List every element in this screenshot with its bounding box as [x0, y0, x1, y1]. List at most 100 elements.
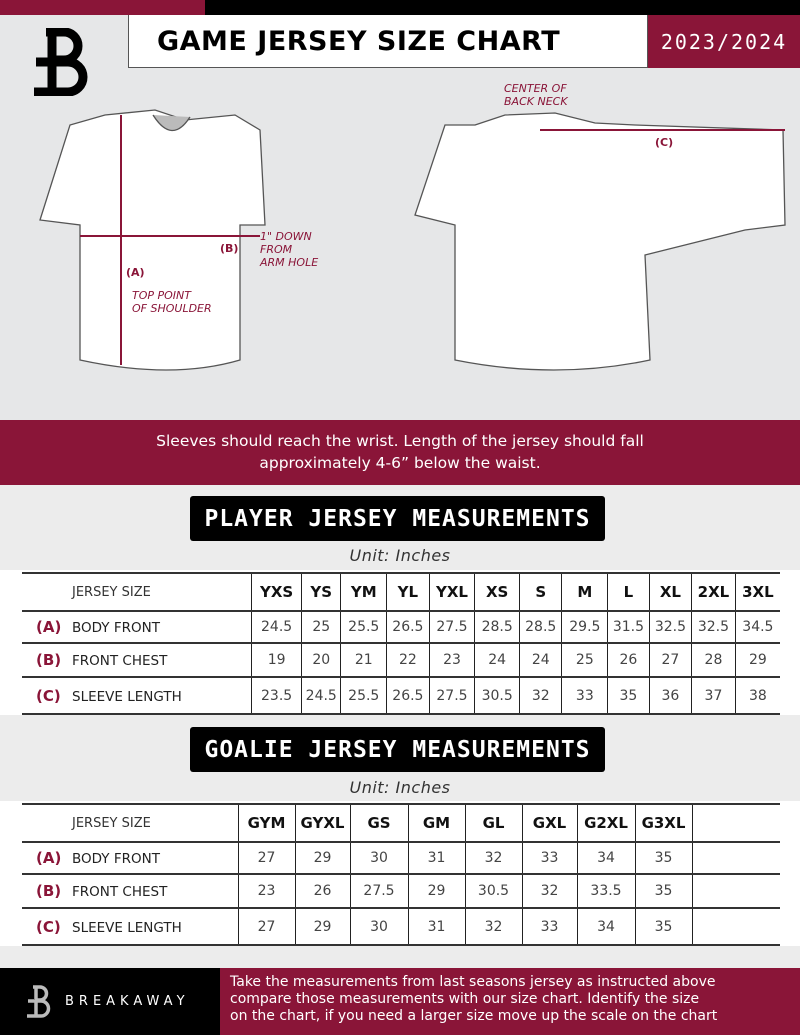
center-back-neck-label: CENTER OF BACK NECK — [504, 82, 568, 108]
size-header: GYM — [237, 804, 295, 842]
label-line: 1" DOWN — [260, 230, 312, 243]
measurement-value: 30.5 — [464, 874, 522, 908]
size-header: GM — [407, 804, 465, 842]
measurement-value: 30 — [349, 908, 408, 945]
measurement-letter: (B) — [36, 651, 62, 669]
top-accent-bar — [0, 0, 205, 15]
top-black-bar — [205, 0, 800, 15]
measurement-value: 29.5 — [561, 611, 608, 643]
measurement-value: 23.5 — [251, 677, 302, 714]
measurement-value: 38 — [734, 677, 780, 714]
measurement-value: 28 — [691, 643, 736, 677]
measurement-value: 23 — [237, 874, 295, 908]
measurement-letter: (A) — [36, 849, 62, 867]
measurement-name: SLEEVE LENGTH — [72, 688, 182, 705]
measurement-letter: (C) — [36, 917, 61, 936]
size-header: GXL — [521, 804, 577, 842]
header-row: JERSEY SIZE GYM GYXL GS GM GL GXL G2XL G3XL — [22, 804, 780, 842]
size-header: YS — [301, 573, 341, 611]
instruction-line: approximately 4-6” below the waist. — [259, 454, 541, 472]
footer-brand: BREAKAWAY — [0, 968, 220, 1035]
brand-logo-icon — [27, 984, 51, 1018]
table-row: (A) BODY FRONT 24.5 25 25.5 26.5 27.5 28.5 28.5 2… — [22, 611, 780, 643]
size-header: L — [607, 573, 650, 611]
measurement-value: 31 — [407, 908, 465, 945]
measurement-value: 20 — [301, 643, 341, 677]
size-header: G2XL — [576, 804, 635, 842]
jersey-diagram — [39, 109, 786, 371]
measurement-value: 24.5 — [251, 611, 302, 643]
measurement-value: 24 — [474, 643, 520, 677]
measurement-value: 33.5 — [576, 874, 635, 908]
footer-line: Take the measurements from last seasons … — [230, 974, 716, 990]
measurement-value: 27.5 — [349, 874, 408, 908]
measurement-name: BODY FRONT — [72, 851, 160, 867]
size-header: 2XL — [691, 573, 736, 611]
measurement-value: 25 — [301, 611, 341, 643]
size-header: 3XL — [734, 573, 780, 611]
table-row: (B) FRONT CHEST 19 20 21 22 23 24 24 25 26 27 28 29 — [22, 643, 780, 677]
measurement-value: 31 — [407, 842, 465, 874]
measurement-value: 25.5 — [340, 611, 387, 643]
header-row: JERSEY SIZE YXS YS YM YL YXL XS S M L XL 2XL 3XL — [22, 573, 780, 611]
measurement-value: 25.5 — [340, 677, 387, 714]
measurement-name: SLEEVE LENGTH — [72, 919, 182, 936]
measurement-value: 33 — [561, 677, 608, 714]
measurement-name: FRONT CHEST — [72, 884, 168, 900]
measurement-label: (C) SLEEVE LENGTH — [22, 677, 252, 714]
measurement-value: 29 — [294, 908, 350, 945]
size-header: S — [518, 573, 562, 611]
shoulder-label: TOP POINT OF SHOULDER — [132, 289, 212, 315]
footer-line: on the chart, if you need a larger size … — [230, 1008, 718, 1024]
goalie-size-table: JERSEY SIZE GYM GYXL GS GM GL GXL G2XL G3XL (A) BO… — [22, 803, 780, 946]
measurement-value: 29 — [407, 874, 465, 908]
size-header: YL — [386, 573, 430, 611]
measurement-name: BODY FRONT — [72, 620, 160, 636]
measurement-value: 32 — [464, 842, 522, 874]
measurement-value: 32 — [464, 908, 522, 945]
measurement-value: 35 — [607, 677, 650, 714]
measurement-value: 27 — [237, 908, 295, 945]
label-line: ARM HOLE — [260, 256, 319, 269]
measurement-value — [691, 908, 780, 945]
label-line: CENTER OF — [504, 82, 567, 95]
measurement-value: 32 — [521, 874, 577, 908]
footer-instructions: Take the measurements from last seasons … — [220, 968, 800, 1035]
table-row: (B) FRONT CHEST 23 26 27.5 29 30.5 32 33.5 35 — [22, 874, 780, 908]
player-section-title: PLAYER JERSEY MEASUREMENTS — [190, 496, 605, 541]
arm-hole-label: 1" DOWN FROM ARM HOLE — [260, 230, 318, 269]
measurement-label: (A) BODY FRONT — [22, 611, 252, 643]
measurement-label: (C) SLEEVE LENGTH — [22, 908, 238, 945]
measurement-value: 34.5 — [734, 611, 780, 643]
size-header: XL — [648, 573, 692, 611]
measurement-value — [691, 842, 780, 874]
size-header: M — [561, 573, 608, 611]
table-row: (C) SLEEVE LENGTH 23.5 24.5 25.5 26.5 27.5 30.5… — [22, 677, 780, 714]
measurement-letter: (C) — [36, 686, 61, 705]
measurement-value: 32.5 — [691, 611, 736, 643]
measurement-value — [691, 874, 780, 908]
measurement-label: (B) FRONT CHEST — [22, 643, 252, 677]
table-row: (A) BODY FRONT 27 29 30 31 32 33 34 35 — [22, 842, 780, 874]
measurement-value: 28.5 — [518, 611, 562, 643]
measurement-value: 29 — [734, 643, 780, 677]
page-title: GAME JERSEY SIZE CHART — [128, 15, 648, 68]
measurement-value: 26.5 — [386, 677, 430, 714]
measurement-value: 29 — [294, 842, 350, 874]
measurement-value: 27.5 — [428, 677, 475, 714]
measurement-value: 33 — [521, 908, 577, 945]
measurement-value: 36 — [648, 677, 692, 714]
size-header: G3XL — [634, 804, 692, 842]
size-header — [691, 804, 780, 842]
player-unit-label: Unit: Inches — [349, 546, 451, 565]
measurement-value: 33 — [521, 842, 577, 874]
measurement-value: 22 — [386, 643, 430, 677]
label-line: BACK NECK — [504, 95, 568, 108]
goalie-section-title: GOALIE JERSEY MEASUREMENTS — [190, 727, 605, 772]
measurement-value: 31.5 — [607, 611, 650, 643]
goalie-unit-label: Unit: Inches — [349, 778, 451, 797]
measurement-value: 34 — [576, 908, 635, 945]
measurement-value: 27.5 — [428, 611, 475, 643]
jersey-size-label: JERSEY SIZE — [72, 584, 151, 600]
measurement-value: 27 — [237, 842, 295, 874]
